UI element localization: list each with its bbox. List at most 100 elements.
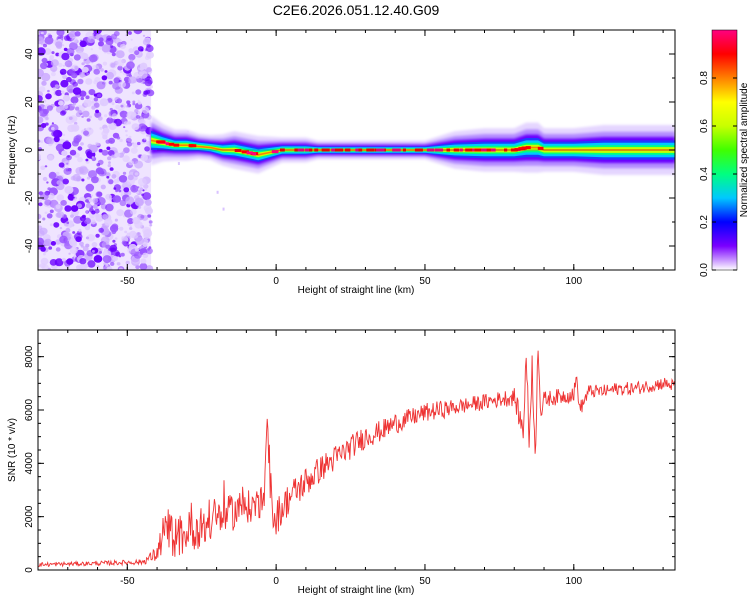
heatmap-noise-region: [38, 30, 225, 270]
noise-speckle: [96, 197, 106, 206]
noise-speckle: [102, 61, 108, 66]
noise-speckle: [116, 209, 125, 217]
noise-speckle: [138, 70, 148, 79]
noise-speckle: [134, 221, 143, 229]
noise-speckle: [73, 194, 77, 198]
x-tick-label: 0: [273, 576, 279, 587]
noise-speckle: [85, 158, 89, 162]
noise-speckle: [83, 130, 89, 136]
noise-speckle: [125, 196, 135, 205]
noise-speckle: [38, 86, 46, 93]
noise-speckle: [70, 96, 79, 104]
noise-speckle: [90, 194, 93, 197]
noise-speckle: [102, 255, 112, 264]
noise-speckle: [79, 52, 87, 59]
noise-speckle: [85, 149, 92, 156]
noise-speckle: [63, 104, 69, 110]
noise-speckle: [145, 44, 154, 53]
noise-speckle: [56, 175, 64, 183]
noise-speckle: [51, 122, 55, 125]
ridge-band-layer: [151, 137, 675, 157]
noise-speckle: [105, 263, 109, 267]
noise-speckle: [117, 65, 123, 71]
noise-speckle: [63, 47, 68, 52]
noise-speckle: [129, 227, 133, 230]
noise-speckle: [142, 34, 146, 37]
ridge-hotspot: [241, 150, 249, 154]
colorbar-gradient: [711, 29, 738, 271]
noise-speckle: [88, 89, 96, 96]
noise-speckle: [104, 70, 108, 73]
noise-speckle: [59, 235, 68, 244]
noise-speckle: [105, 37, 114, 46]
noise-speckle: [82, 110, 90, 118]
noise-speckle: [99, 98, 109, 107]
y-tick-label: -40: [24, 238, 35, 253]
noise-speckle: [118, 267, 123, 270]
x-tick-label: 50: [419, 576, 431, 587]
noise-speckle: [38, 202, 43, 207]
noise-speckle: [78, 228, 82, 232]
ridge-hotspot: [188, 144, 194, 148]
noise-speckle: [116, 98, 123, 104]
noise-speckle: [61, 90, 65, 95]
noise-speckle: [109, 167, 114, 171]
noise-speckle: [143, 138, 147, 141]
noise-speckle: [85, 210, 89, 213]
noise-speckle: [91, 176, 99, 184]
noise-speckle: [114, 237, 118, 240]
noise-speckle: [62, 64, 66, 67]
noise-speckle: [105, 193, 112, 200]
noise-speckle: [110, 33, 118, 40]
spectrogram-y-axis: -40 -20 0 20 40: [24, 29, 675, 271]
noise-speckle: [127, 31, 132, 35]
spectrogram-x-axis-title: Height of straight line (km): [298, 285, 415, 296]
noise-speckle: [91, 250, 95, 253]
noise-speckle: [38, 155, 41, 161]
noise-speckle: [62, 94, 71, 102]
noise-speckle: [50, 241, 57, 246]
noise-speckle: [145, 265, 154, 270]
noise-speckle: [125, 105, 129, 108]
noise-speckle: [120, 252, 125, 257]
noise-speckle: [123, 187, 130, 193]
noise-speckle: [89, 96, 93, 100]
noise-speckle: [66, 258, 74, 265]
noise-speckle: [87, 43, 90, 46]
noise-speckle: [131, 91, 135, 95]
y-tick-label: 6000: [24, 398, 35, 421]
noise-speckle: [56, 180, 62, 185]
noise-speckle: [128, 160, 135, 166]
noise-speckle: [130, 208, 137, 215]
noise-speckle: [40, 123, 47, 128]
ridge-hotspot: [156, 140, 165, 144]
noise-speckle: [110, 261, 115, 266]
noise-speckle: [95, 109, 100, 114]
noise-speckle: [146, 141, 152, 146]
noise-speckle: [92, 198, 99, 204]
noise-speckle: [97, 168, 107, 177]
noise-speckle: [46, 105, 54, 111]
noise-speckle: [107, 150, 115, 156]
noise-speckle: [85, 95, 90, 100]
noise-speckle: [177, 162, 180, 165]
noise-speckle: [52, 87, 57, 91]
colorbar: 0.0 0.2 0.4 0.6 0.8 Normalized spectral ampl…: [699, 29, 750, 277]
noise-speckle: [76, 264, 83, 270]
noise-speckle: [134, 247, 140, 252]
noise-speckle: [216, 190, 219, 194]
noise-speckle: [40, 140, 44, 144]
noise-speckle: [143, 204, 152, 212]
noise-speckle: [82, 66, 89, 73]
y-tick-label: 0: [24, 567, 35, 573]
noise-speckle: [98, 41, 104, 47]
noise-speckle: [55, 143, 65, 152]
noise-speckle: [64, 60, 73, 68]
noise-speckle: [112, 195, 122, 203]
noise-speckle: [55, 204, 61, 209]
noise-speckle: [44, 36, 54, 45]
noise-speckle: [38, 139, 41, 143]
noise-speckle: [89, 208, 94, 213]
noise-speckle: [137, 63, 145, 71]
snr-y-axis: 0 2000 4000 6000 8000: [24, 329, 675, 573]
